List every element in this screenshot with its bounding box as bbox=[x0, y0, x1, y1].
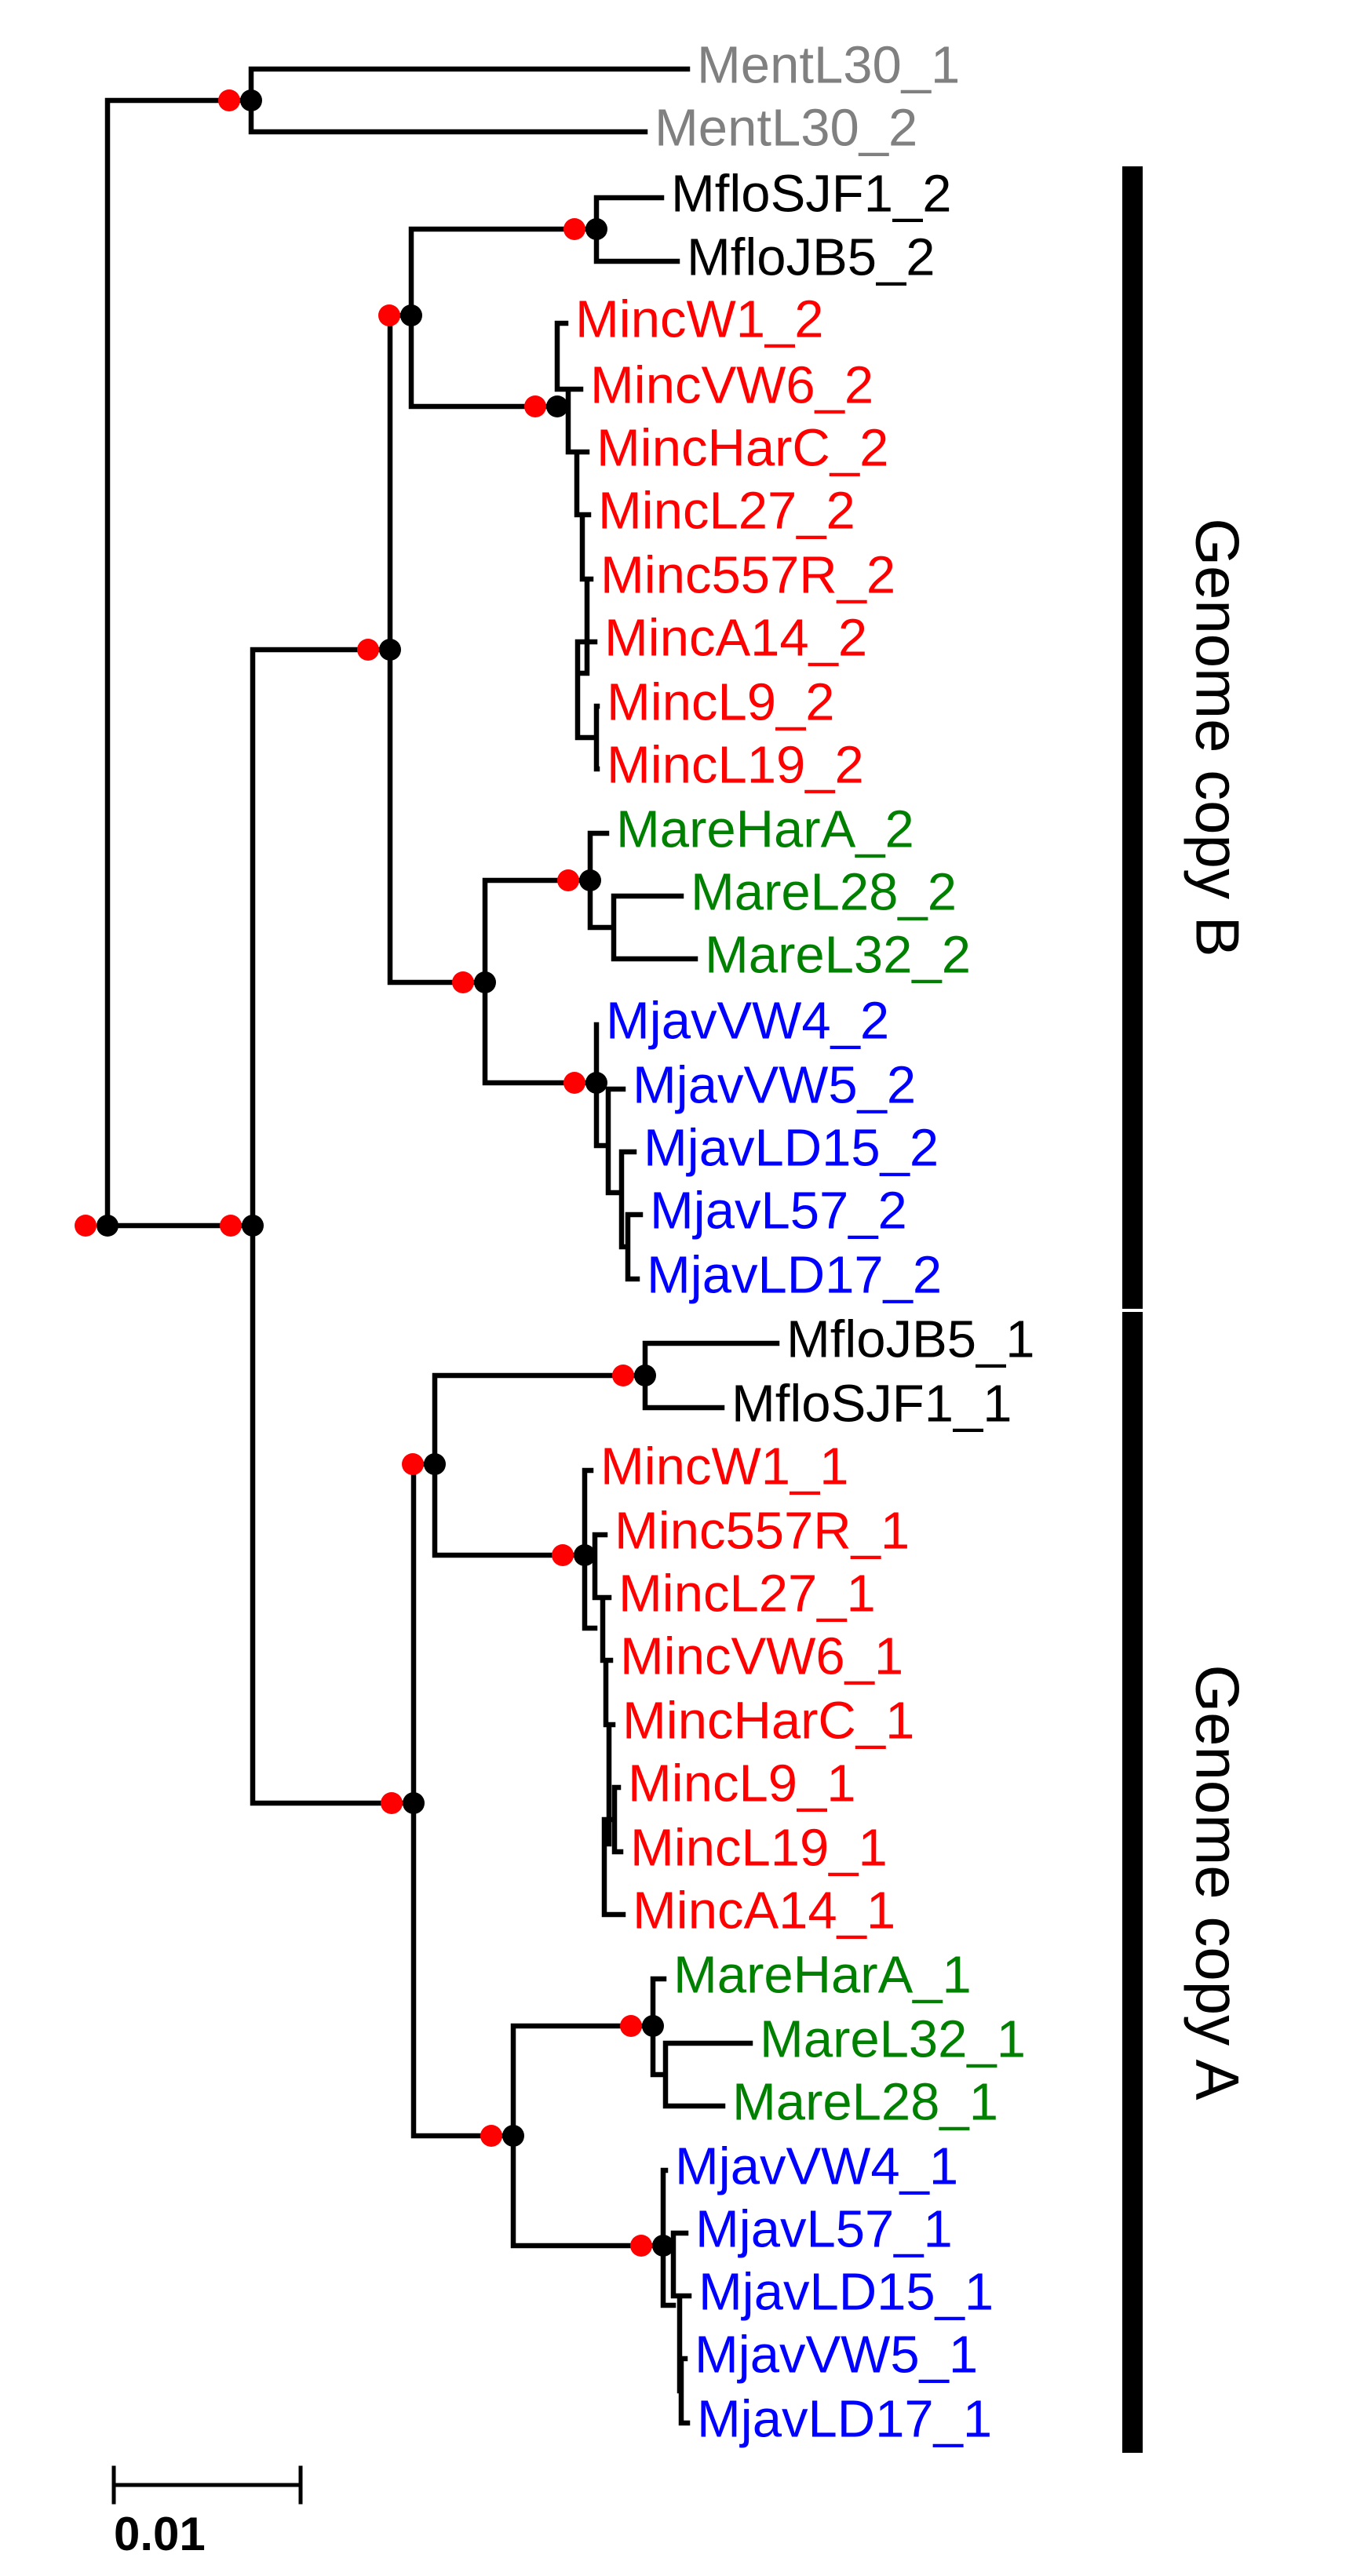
leaf-label-minca14-2: MincA14_2 bbox=[604, 609, 867, 668]
leaf-label-marel32-2: MareL32_2 bbox=[705, 926, 971, 985]
support-dot-black-outgroup bbox=[240, 89, 262, 111]
leaf-label-mflosjf1-2: MfloSJF1_2 bbox=[671, 165, 951, 224]
support-dot-red-marejava bbox=[480, 2125, 502, 2147]
support-dot-red-mjavb bbox=[563, 1072, 585, 1094]
support-dot-red-copyb bbox=[357, 639, 379, 661]
leaf-label-mincw1-1: MincW1_1 bbox=[600, 1437, 848, 1496]
leaf-label-mjavvw5-2: MjavVW5_2 bbox=[633, 1056, 916, 1115]
support-dot-black-minca bbox=[574, 1544, 596, 1566]
leaf-label-mjavld15-1: MjavLD15_1 bbox=[698, 2263, 994, 2322]
scale-bar-label: 0.01 bbox=[114, 2508, 206, 2560]
leaf-label-mjavld17-2: MjavLD17_2 bbox=[647, 1246, 942, 1305]
scale-bar: 0.01 bbox=[111, 2465, 303, 2560]
leaf-label-mjavld15-2: MjavLD15_2 bbox=[644, 1119, 939, 1178]
support-dot-red-mfloa bbox=[612, 1365, 634, 1386]
leaf-label-marel32-1: MareL32_1 bbox=[760, 2010, 1026, 2069]
support-dot-black-mareb bbox=[579, 869, 601, 891]
leaf-label-mflojb5-1: MfloJB5_1 bbox=[786, 1310, 1035, 1369]
support-dot-black-marejava bbox=[502, 2125, 524, 2147]
leaf-label-mincl19-2: MincL19_2 bbox=[607, 736, 864, 795]
leaf-label-mincharc-2: MincHarC_2 bbox=[596, 419, 888, 478]
genome-copy-brackets: Genome copy B Genome copy A bbox=[1122, 166, 1252, 2453]
support-dot-red-mincb bbox=[524, 395, 546, 417]
support-dot-black-mincflob bbox=[400, 304, 422, 326]
support-dot-red-mincfloa bbox=[402, 1453, 424, 1475]
leaf-label-mincl19-1: MincL19_1 bbox=[630, 1819, 888, 1878]
support-dot-red-mincflob bbox=[378, 304, 400, 326]
leaf-label-marel28-1: MareL28_1 bbox=[732, 2073, 998, 2132]
support-dot-red-minca bbox=[552, 1544, 574, 1566]
leaf-label-minc557r-1: Minc557R_1 bbox=[615, 1502, 910, 1561]
support-dot-red-marejavb bbox=[452, 971, 474, 993]
leaf-label-mflosjf1-1: MfloSJF1_1 bbox=[731, 1375, 1012, 1434]
leaf-label-mincharc-1: MincHarC_1 bbox=[622, 1692, 914, 1751]
support-dot-red-root bbox=[75, 1215, 97, 1237]
leaf-labels: MentL30_1MentL30_2MfloSJF1_2MfloJB5_2Min… bbox=[575, 36, 1035, 2449]
leaf-label-mincvw6-1: MincVW6_1 bbox=[620, 1627, 903, 1686]
support-dot-black-ingroup bbox=[242, 1215, 264, 1237]
group-bracket-copy-b bbox=[1122, 166, 1143, 1309]
leaf-label-mjavl57-2: MjavL57_2 bbox=[650, 1182, 907, 1241]
support-dot-red-outgroup bbox=[218, 89, 240, 111]
support-dot-black-root bbox=[97, 1215, 119, 1237]
support-dot-black-mjava bbox=[652, 2235, 674, 2257]
leaf-label-mincl27-2: MincL27_2 bbox=[598, 482, 855, 541]
leaf-label-mincl9-1: MincL9_1 bbox=[628, 1754, 856, 1813]
leaf-label-mentl30-1: MentL30_1 bbox=[697, 36, 960, 95]
support-dot-red-mjava bbox=[630, 2235, 652, 2257]
support-dot-black-mflob bbox=[585, 218, 607, 240]
leaf-label-minc557r-2: Minc557R_2 bbox=[600, 546, 895, 605]
leaf-label-minca14-1: MincA14_1 bbox=[633, 1882, 895, 1940]
leaf-label-mjavld17-1: MjavLD17_1 bbox=[697, 2390, 992, 2449]
leaf-label-marehara-1: MareHarA_1 bbox=[673, 1946, 972, 2005]
support-dot-black-marea bbox=[642, 2015, 664, 2037]
support-markers bbox=[75, 89, 674, 2257]
support-dot-black-copya bbox=[403, 1792, 425, 1814]
leaf-label-mjavl57-1: MjavL57_1 bbox=[695, 2200, 953, 2259]
group-bracket-copy-a bbox=[1122, 1312, 1143, 2453]
leaf-label-mincw1-2: MincW1_2 bbox=[575, 290, 823, 349]
support-dot-black-mfloa bbox=[634, 1365, 656, 1386]
support-dot-red-marea bbox=[620, 2015, 642, 2037]
leaf-label-mjavvw5-1: MjavVW5_1 bbox=[695, 2326, 978, 2385]
leaf-label-marel28-2: MareL28_2 bbox=[691, 863, 957, 922]
leaf-label-mjavvw4-1: MjavVW4_1 bbox=[675, 2137, 958, 2196]
support-dot-black-marejavb bbox=[474, 971, 496, 993]
leaf-label-mincl27-1: MincL27_1 bbox=[618, 1565, 876, 1623]
leaf-label-mflojb5-2: MfloJB5_2 bbox=[687, 228, 935, 287]
support-dot-black-mjavb bbox=[585, 1072, 607, 1094]
support-dot-red-ingroup bbox=[220, 1215, 242, 1237]
leaf-label-marehara-2: MareHarA_2 bbox=[616, 800, 914, 859]
support-dot-red-mareb bbox=[557, 869, 579, 891]
support-dot-black-mincb bbox=[546, 395, 568, 417]
support-dot-black-copyb bbox=[379, 639, 401, 661]
support-dot-black-mincfloa bbox=[424, 1453, 446, 1475]
group-label-copy-b: Genome copy B bbox=[1183, 518, 1252, 956]
leaf-label-mentl30-2: MentL30_2 bbox=[655, 99, 917, 158]
group-label-copy-a: Genome copy A bbox=[1183, 1665, 1252, 2101]
leaf-label-mjavvw4-2: MjavVW4_2 bbox=[606, 992, 889, 1051]
support-dot-red-mflob bbox=[563, 218, 585, 240]
leaf-label-mincl9-2: MincL9_2 bbox=[607, 673, 835, 732]
support-dot-red-copya bbox=[381, 1792, 403, 1814]
leaf-label-mincvw6-2: MincVW6_2 bbox=[590, 356, 873, 415]
